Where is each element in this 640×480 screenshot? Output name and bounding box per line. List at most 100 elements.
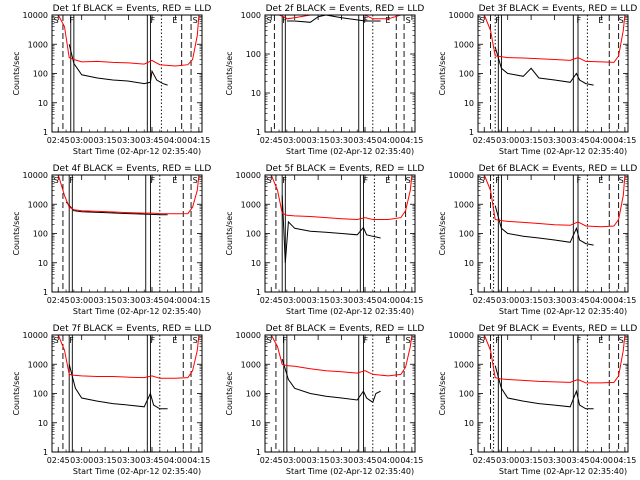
x-tick-label: 03:00 [283,136,306,145]
y-tick-label: 1000 [454,40,474,49]
y-axis-label: Counts/sec [438,211,447,255]
flag-marker: F [495,16,500,25]
panel-title: Det 9f BLACK = Events, RED = LLD [479,324,638,334]
panel-title: Det 7f BLACK = Events, RED = LLD [53,324,212,334]
x-tick-label: 03:45 [566,136,589,145]
y-tick-label: 1000 [454,360,474,369]
x-tick-label: 03:15 [94,296,117,305]
y-tick-label: 1000 [241,200,261,209]
x-tick-label: 03:15 [307,296,330,305]
y-axis-label: Counts/sec [225,211,234,255]
flag-marker: S [267,336,272,345]
flag-marker: S [267,176,272,185]
plot-frame [51,14,203,133]
detector-panel: Det 5f BLACK = Events, RED = LLD 1 10 100 10… [225,164,424,316]
panel-title: Det 5f BLACK = Events, RED = LLD [266,164,425,174]
flag-marker: E [598,176,603,185]
detector-panel: Det 6f BLACK = Events, RED = LLD 1 10 100 10… [438,164,637,316]
x-tick-label: 03:45 [140,136,163,145]
y-axis-label: Counts/sec [225,371,234,415]
flag-marker: S [619,176,624,185]
x-tick-label: 03:30 [330,296,353,305]
flag-marker: F [150,16,155,25]
x-tick-label: 03:45 [353,296,376,305]
x-tick-label: 03:15 [94,456,117,465]
flag-marker: F [69,176,74,185]
x-tick-label: 04:15 [400,136,423,145]
y-axis-label: Counts/sec [12,51,21,95]
plot-frame [264,334,416,453]
y-tick-label: 1 [256,128,261,137]
panel-title: Det 4f BLACK = Events, RED = LLD [53,164,212,174]
flag-marker: E [385,336,390,345]
flag-marker: F [282,176,287,185]
x-tick-label: 02:45 [260,456,283,465]
x-tick-label: 04:00 [377,136,400,145]
x-tick-label: 03:30 [543,296,566,305]
x-axis-label: Start Time (02-Apr-12 02:35:40) [73,147,201,156]
flag-marker: F [69,336,74,345]
x-tick-label: 04:00 [590,456,613,465]
y-tick-label: 10 [464,259,474,268]
x-tick-label: 03:00 [283,456,306,465]
x-tick-label: 03:45 [140,456,163,465]
x-tick-label: 04:00 [377,456,400,465]
flag-marker: E [598,16,603,25]
x-axis-label: Start Time (02-Apr-12 02:35:40) [73,307,201,316]
y-tick-label: 100 [246,230,261,239]
x-tick-label: 03:45 [566,456,589,465]
y-tick-label: 1000 [454,200,474,209]
x-tick-label: 04:15 [187,136,210,145]
y-tick-label: 10000 [449,331,474,340]
x-tick-label: 03:30 [330,136,353,145]
flag-marker: S [480,16,485,25]
y-tick-label: 1000 [241,360,261,369]
y-tick-label: 1 [256,288,261,297]
flag-marker: S [54,16,59,25]
x-tick-label: 03:00 [70,296,93,305]
x-tick-label: 04:00 [590,136,613,145]
x-axis-label: Start Time (02-Apr-12 02:35:40) [499,467,627,476]
x-tick-label: 03:15 [520,456,543,465]
x-tick-label: 03:15 [520,136,543,145]
flag-marker: F [282,336,287,345]
events-series-line [286,15,381,23]
events-series-line [494,205,594,246]
lld-series-line [483,15,626,63]
flag-marker: F [282,16,287,25]
flag-marker: S [54,176,59,185]
x-axis-label: Start Time (02-Apr-12 02:35:40) [73,467,201,476]
flag-marker: E [172,176,177,185]
x-tick-label: 03:30 [330,456,353,465]
y-tick-label: 1 [43,448,48,457]
plot-frame [477,174,629,293]
flag-marker: E [598,336,603,345]
flag-marker: F [150,336,155,345]
flag-marker: F [69,16,74,25]
x-tick-label: 02:45 [47,136,70,145]
y-tick-label: 10 [38,419,48,428]
detector-panel: Det 3f BLACK = Events, RED = LLD 1 10 100 10… [438,4,637,156]
x-tick-label: 03:45 [140,296,163,305]
lld-series-line [483,335,626,384]
flag-marker: E [385,176,390,185]
x-tick-label: 03:00 [496,296,519,305]
flag-marker: S [267,16,272,25]
y-tick-label: 10000 [236,331,261,340]
flag-marker: S [193,176,198,185]
plot-frame [264,174,416,293]
x-axis-label: Start Time (02-Apr-12 02:35:40) [286,467,414,476]
y-tick-label: 1 [469,448,474,457]
x-tick-label: 03:30 [117,296,140,305]
x-axis-label: Start Time (02-Apr-12 02:35:40) [286,307,414,316]
flag-marker: F [576,176,581,185]
y-tick-label: 100 [459,230,474,239]
x-tick-label: 03:30 [543,136,566,145]
flag-marker: E [385,16,390,25]
y-tick-label: 1000 [28,40,48,49]
y-tick-label: 10 [251,419,261,428]
x-tick-label: 03:45 [566,296,589,305]
flag-marker: S [619,336,624,345]
flag-marker: S [480,336,485,345]
